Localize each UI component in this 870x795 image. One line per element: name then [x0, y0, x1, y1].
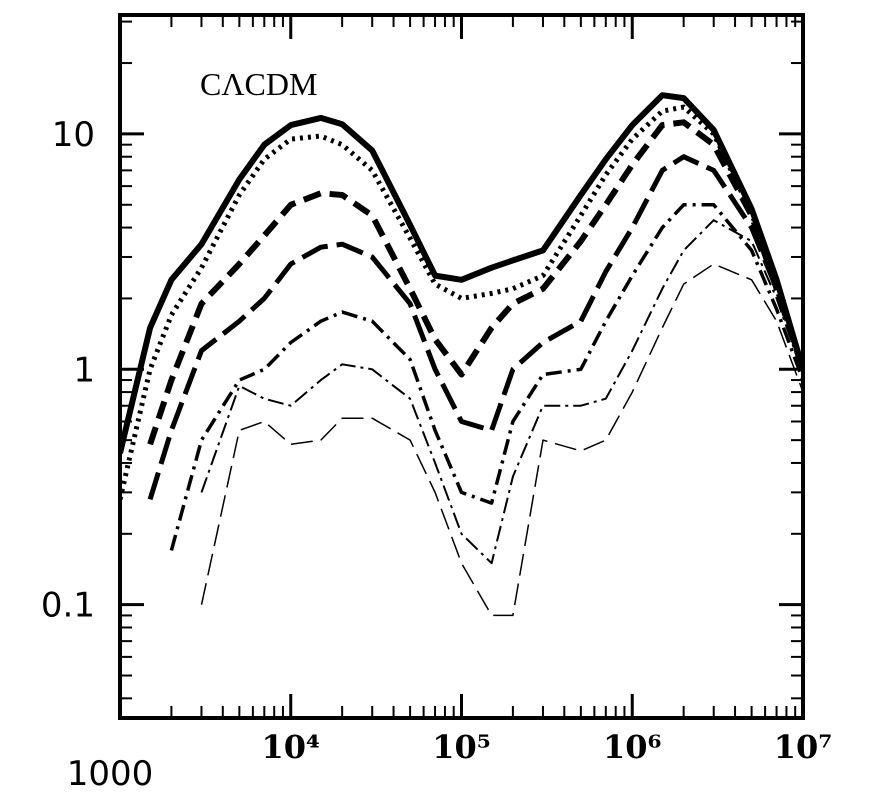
data-line — [169, 203, 803, 551]
plot-frame — [118, 13, 805, 720]
x-tick-label: 10⁶ — [603, 728, 662, 766]
data-line — [120, 104, 803, 500]
data-line — [147, 154, 803, 501]
data-line — [200, 219, 803, 565]
data-line — [120, 92, 803, 454]
x-tick-label: 10⁵ — [432, 728, 491, 766]
data-line — [200, 263, 803, 617]
x-tick-label: 10⁷ — [774, 728, 833, 766]
y-tick-label: 10 — [52, 115, 95, 155]
y-tick-label: 0.1 — [41, 586, 95, 626]
x-tick-label: 1000 — [67, 754, 154, 794]
annotation: CΛCDM — [200, 66, 317, 102]
x-tick-label: 10⁴ — [261, 728, 320, 766]
y-tick-label: 1 — [73, 350, 95, 390]
data-line — [147, 119, 803, 446]
